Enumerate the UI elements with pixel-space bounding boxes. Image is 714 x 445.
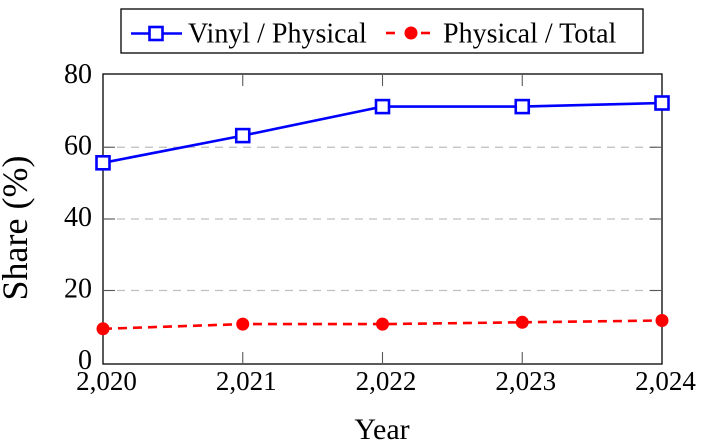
svg-text:2,023: 2,023 [495,366,556,396]
svg-text:Share (%): Share (%) [0,156,35,301]
svg-text:20: 20 [64,274,92,305]
svg-text:2,022: 2,022 [356,366,417,396]
svg-text:40: 40 [64,202,92,233]
svg-text:Physical / Total: Physical / Total [443,19,617,50]
svg-text:Year: Year [354,413,409,445]
svg-text:Vinyl / Physical: Vinyl / Physical [188,19,367,50]
svg-text:80: 80 [64,59,92,90]
svg-text:2,020: 2,020 [76,366,137,396]
svg-text:2,024: 2,024 [635,366,696,396]
svg-text:2,021: 2,021 [216,366,277,396]
svg-text:60: 60 [64,131,92,162]
